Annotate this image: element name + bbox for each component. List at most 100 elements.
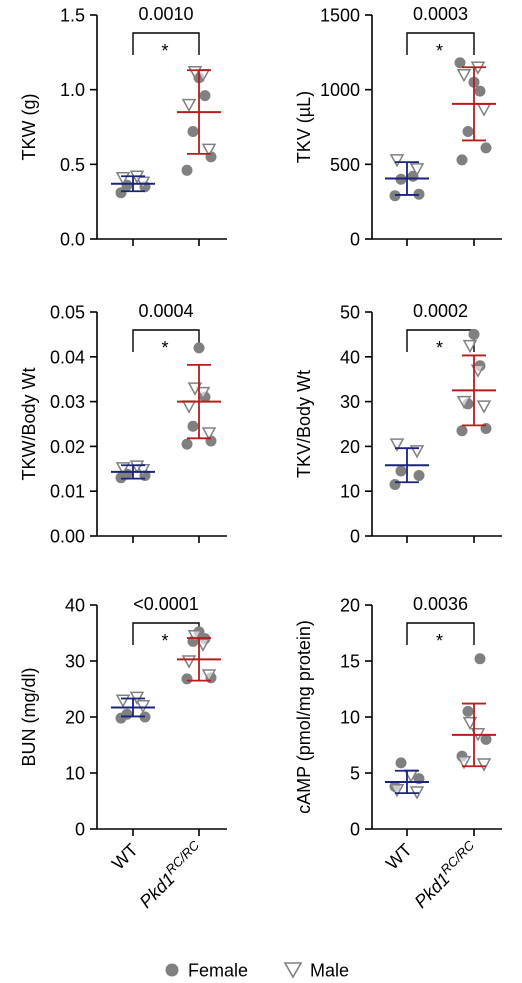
male-point [195, 638, 211, 652]
female-point [474, 85, 486, 97]
panel-5: 0 10 20 30 40 BUN (mg/dl) <0.0001 * [19, 594, 227, 840]
p-value-label: 0.0002 [413, 301, 468, 321]
panel-1: 0.0 0.5 1.0 1.5 TKW (g) 0.0010 * [19, 4, 227, 250]
p-value-label: 0.0004 [138, 301, 193, 321]
significance-star: * [161, 338, 168, 358]
category-label-pkd1: Pkd1RC/RC [133, 837, 208, 912]
legend: Female Male [165, 961, 349, 981]
panel-6: 0 5 10 15 20 cAMP (pmol/mg protein) 0.0036 * [294, 594, 502, 840]
male-point [389, 784, 405, 798]
p-value-label: 0.0036 [413, 594, 468, 614]
y-tick-label: 10 [340, 482, 360, 502]
y-tick-label: 15 [340, 652, 360, 672]
legend-male-label: Male [310, 961, 349, 981]
p-value-label: 0.0010 [138, 4, 193, 24]
female-point [462, 705, 474, 717]
significance-star: * [161, 41, 168, 61]
female-point [395, 465, 407, 477]
female-point [199, 90, 211, 102]
y-tick-label: 1000 [320, 80, 360, 100]
y-axis-label: TKV/Body Wt [294, 370, 314, 478]
y-tick-label: 5 [350, 764, 360, 784]
y-axis-label: TKW/Body Wt [19, 367, 39, 480]
male-point [462, 339, 478, 354]
category-label-wt: WT [382, 840, 416, 874]
significance-bracket [406, 622, 475, 645]
p-value-label: <0.0001 [133, 594, 199, 614]
legend-female-label: Female [188, 961, 248, 981]
y-tick-label: 0.0 [60, 230, 85, 250]
y-axis-label: TKW (g) [19, 94, 39, 161]
y-tick-label: 0 [350, 527, 360, 547]
male-point [201, 669, 217, 683]
category-label-pkd1-sup: RC/RC [162, 837, 202, 877]
category-label-wt: WT [108, 840, 142, 874]
male-point [456, 756, 472, 770]
male-point [389, 438, 405, 452]
y-tick-label: 0.05 [50, 303, 85, 323]
category-label-pkd1: Pkd1RC/RC [408, 837, 483, 912]
female-point [389, 478, 401, 490]
legend-female-marker [165, 963, 179, 977]
significance-star: * [436, 631, 443, 651]
female-point [187, 420, 199, 432]
female-point [193, 342, 205, 354]
male-point [456, 395, 472, 410]
female-point [205, 435, 217, 447]
significance-bracket [132, 32, 200, 55]
y-tick-label: 0 [75, 820, 85, 840]
male-point [470, 364, 486, 378]
legend-male-marker [283, 962, 303, 979]
female-point [115, 187, 127, 199]
y-tick-label: 30 [65, 652, 85, 672]
female-point [474, 653, 486, 665]
female-point [121, 708, 133, 720]
significance-star: * [436, 41, 443, 61]
male-point [115, 694, 131, 708]
y-tick-label: 40 [65, 596, 85, 616]
male-point [129, 460, 145, 474]
y-axis-label: TKV (µL) [294, 91, 314, 163]
y-tick-label: 10 [340, 708, 360, 728]
male-point [187, 382, 203, 396]
y-tick-label: 30 [340, 392, 360, 412]
y-axis-label: cAMP (pmol/mg protein) [294, 620, 314, 814]
y-tick-label: 0.00 [50, 527, 85, 547]
male-point [187, 630, 203, 644]
p-value-label: 0.0003 [413, 4, 468, 24]
significance-star: * [161, 631, 168, 651]
y-tick-label: 50 [340, 303, 360, 323]
y-tick-label: 0 [350, 230, 360, 250]
y-tick-label: 500 [330, 155, 360, 175]
male-point [135, 700, 151, 714]
male-point [409, 163, 425, 177]
female-point [413, 470, 425, 482]
category-label-pkd1-sup: RC/RC [437, 837, 477, 877]
female-point [395, 757, 407, 769]
y-tick-label: 20 [340, 437, 360, 457]
panel-3: 0.00 0.01 0.02 0.03 0.04 0.05 TKW/Body Wt 0.000… [19, 301, 227, 547]
female-point [456, 425, 468, 437]
female-point [181, 164, 193, 176]
male-point [181, 400, 197, 414]
female-point [181, 438, 193, 450]
male-point [389, 154, 405, 168]
female-point [181, 673, 193, 685]
y-tick-label: 1500 [320, 6, 360, 26]
female-point [187, 125, 199, 137]
male-point [476, 400, 492, 414]
female-point [480, 142, 492, 154]
y-tick-label: 1.0 [60, 80, 85, 100]
y-tick-label: 0.01 [50, 482, 85, 502]
y-tick-label: 20 [340, 596, 360, 616]
y-tick-label: 0.03 [50, 392, 85, 412]
male-point [181, 98, 197, 113]
female-point [468, 328, 480, 340]
y-tick-label: 0.5 [60, 155, 85, 175]
y-tick-label: 0.02 [50, 437, 85, 457]
male-point [476, 758, 492, 772]
significance-star: * [436, 338, 443, 358]
male-point [195, 386, 211, 401]
